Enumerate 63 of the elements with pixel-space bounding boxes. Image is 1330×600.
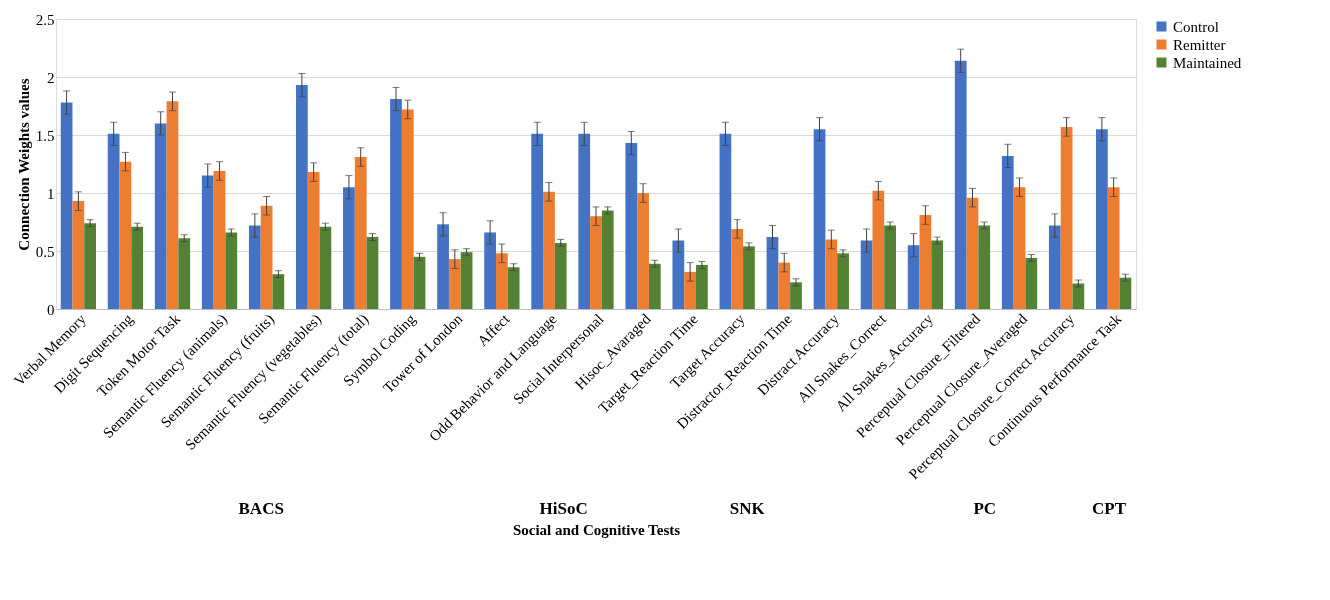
y-tick-label: 0 bbox=[47, 301, 55, 318]
bar bbox=[119, 161, 132, 309]
bar bbox=[731, 228, 744, 309]
bar bbox=[401, 109, 414, 309]
bar bbox=[919, 215, 932, 309]
legend-label: Remitter bbox=[1173, 36, 1226, 53]
bar bbox=[1013, 187, 1026, 309]
bar bbox=[437, 224, 449, 309]
y-tick-label: 1.5 bbox=[35, 127, 55, 144]
bar bbox=[307, 172, 320, 309]
bar bbox=[1060, 126, 1073, 309]
bar bbox=[637, 193, 649, 309]
bar bbox=[343, 187, 355, 309]
bar bbox=[954, 60, 967, 309]
bar bbox=[778, 262, 791, 309]
text: PC bbox=[973, 499, 997, 518]
text: HiSoC bbox=[539, 499, 588, 518]
bar bbox=[672, 240, 685, 309]
bar bbox=[625, 143, 638, 309]
bar bbox=[1001, 155, 1014, 309]
bar bbox=[1096, 129, 1108, 309]
bar bbox=[766, 237, 779, 309]
bar bbox=[590, 216, 602, 309]
text: BACS bbox=[238, 499, 284, 518]
y-tick-label: 0.5 bbox=[35, 243, 55, 260]
legend-label: Control bbox=[1173, 18, 1219, 35]
bar bbox=[260, 205, 273, 309]
bar bbox=[966, 197, 979, 309]
bar bbox=[201, 175, 214, 309]
y-tick-label: 1 bbox=[47, 185, 55, 202]
bar bbox=[496, 253, 508, 309]
text: CPT bbox=[1092, 499, 1127, 518]
bar bbox=[1048, 225, 1061, 309]
bar bbox=[860, 240, 873, 309]
bar bbox=[296, 85, 308, 309]
bar bbox=[166, 101, 179, 309]
y-tick-label: 2.5 bbox=[35, 11, 55, 28]
x-axis-title: Social and Cognitive Tests bbox=[512, 521, 681, 538]
bar bbox=[248, 225, 261, 309]
bar bbox=[354, 157, 367, 309]
bar bbox=[531, 133, 544, 309]
bar bbox=[154, 123, 167, 309]
y-axis-title: Connection Weights values bbox=[15, 78, 32, 251]
bar bbox=[1107, 187, 1120, 309]
legend-label: Maintained bbox=[1173, 54, 1242, 71]
bar bbox=[872, 190, 885, 309]
bar bbox=[213, 170, 226, 309]
bar bbox=[813, 129, 826, 309]
bar bbox=[1025, 257, 1038, 309]
bar bbox=[448, 259, 461, 309]
bar bbox=[484, 232, 496, 309]
y-tick-label: 2 bbox=[47, 69, 55, 86]
bar bbox=[719, 133, 732, 309]
bar bbox=[684, 271, 696, 309]
bar bbox=[578, 133, 591, 309]
text: SNK bbox=[729, 499, 766, 518]
bar bbox=[907, 245, 920, 309]
bar bbox=[543, 191, 555, 309]
bar bbox=[72, 201, 85, 309]
bar bbox=[825, 239, 838, 309]
bar bbox=[60, 102, 73, 309]
bar bbox=[107, 133, 120, 309]
bar bbox=[390, 99, 402, 309]
